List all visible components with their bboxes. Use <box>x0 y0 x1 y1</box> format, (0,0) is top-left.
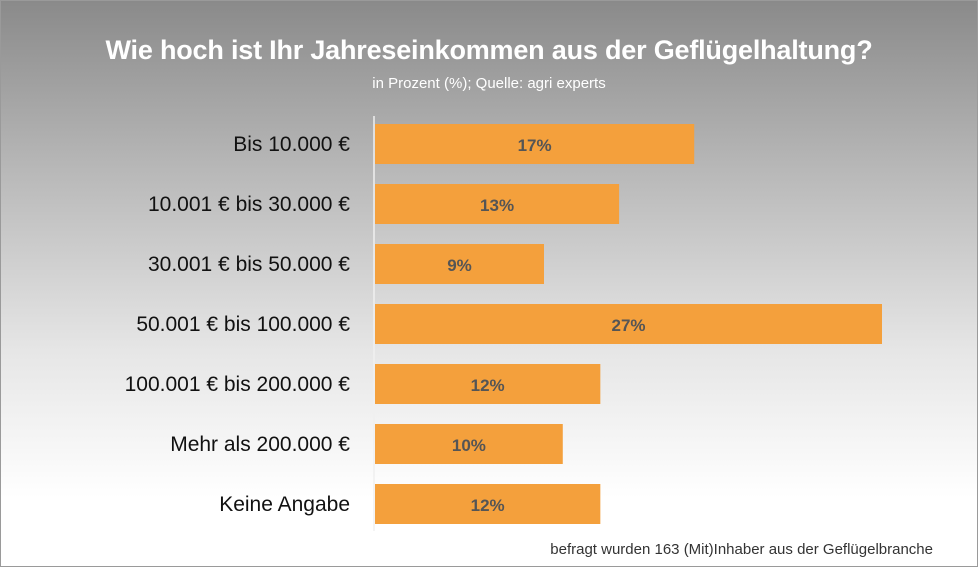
category-label: Mehr als 200.000 € <box>170 433 350 456</box>
bar-value-label: 12% <box>471 496 505 515</box>
category-label: Keine Angabe <box>219 493 350 516</box>
bar <box>375 484 601 524</box>
bar-value-label: 13% <box>480 196 514 215</box>
bar-value-label: 10% <box>452 436 486 455</box>
category-label: 30.001 € bis 50.000 € <box>148 253 350 276</box>
category-label: 100.001 € bis 200.000 € <box>125 373 351 396</box>
bar <box>375 184 620 224</box>
bar-value-label: 17% <box>518 136 552 155</box>
bar <box>375 244 544 284</box>
chart-subtitle: in Prozent (%); Quelle: agri experts <box>372 75 606 92</box>
bar <box>375 124 695 164</box>
category-label: Bis 10.000 € <box>233 133 350 156</box>
survey-footnote: befragt wurden 163 (Mit)Inhaber aus der … <box>550 541 933 558</box>
bar-value-label: 27% <box>611 316 645 335</box>
bar-value-label: 9% <box>447 256 472 275</box>
bar <box>375 364 601 404</box>
chart-title: Wie hoch ist Ihr Jahreseinkommen aus der… <box>105 35 873 65</box>
bar-value-label: 12% <box>471 376 505 395</box>
category-label: 10.001 € bis 30.000 € <box>148 193 350 216</box>
bar <box>375 424 563 464</box>
category-label: 50.001 € bis 100.000 € <box>136 313 350 336</box>
bar <box>375 304 882 344</box>
